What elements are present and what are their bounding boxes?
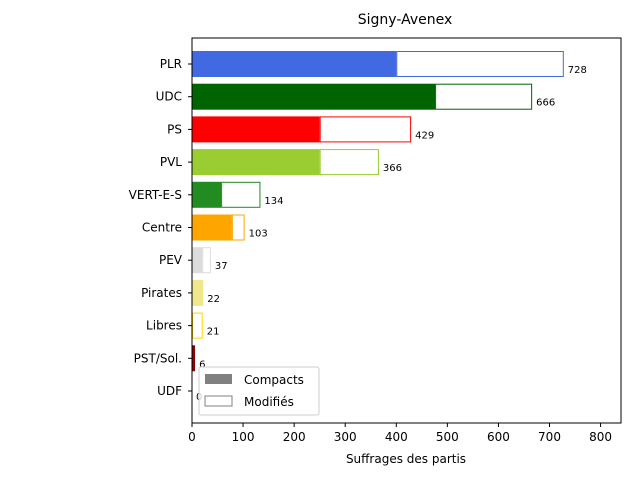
bar-modifies-centre [231, 214, 245, 241]
value-label-plr: 728 [568, 65, 587, 76]
category-label-pirates: Pirates [141, 286, 182, 300]
value-label-pev: 37 [215, 261, 228, 272]
x-tick-label-400: 400 [385, 430, 408, 444]
x-tick-label-100: 100 [232, 430, 255, 444]
x-axis: 0 100 200 300 400 500 600 700 800 [188, 63, 612, 444]
x-tick-label-800: 800 [589, 430, 612, 444]
bar-compacts-pst-sol [192, 345, 194, 372]
legend: Compacts Modifiés [198, 366, 320, 416]
value-label-udc: 666 [536, 98, 555, 109]
bar-modifies-pvl [319, 149, 379, 176]
value-label-centre: 103 [249, 229, 268, 240]
x-tick-label-300: 300 [334, 430, 357, 444]
bar-modifies-vert-e-s [221, 181, 261, 208]
value-label-pirates: 22 [207, 294, 220, 305]
value-label-vert-e-s: 134 [264, 196, 283, 207]
legend-label-modifies: Modifiés [244, 395, 294, 409]
x-tick-label-200: 200 [283, 430, 306, 444]
bar-modifies-libres [192, 312, 203, 339]
bar-compacts-pirates [192, 279, 204, 306]
category-label-pvl: PVL [160, 155, 182, 169]
bar-modifies-pst-sol [193, 345, 196, 372]
legend-swatch-compacts [205, 374, 232, 384]
category-label-ps: PS [167, 122, 182, 136]
x-tick-label-700: 700 [538, 430, 561, 444]
legend-swatch-modifies [204, 395, 233, 407]
bar-compacts-centre [192, 214, 232, 241]
bar-compacts-plr [192, 51, 397, 77]
plot-frame [191, 37, 622, 424]
value-label-ps: 429 [415, 130, 434, 141]
category-label-udf: UDF [157, 384, 182, 398]
category-label-udc: UDC [156, 90, 182, 104]
value-label-pst-sol: 6 [199, 359, 205, 370]
category-label-centre: Centre [142, 221, 182, 235]
x-tick-label-600: 600 [487, 430, 510, 444]
bars-layer [192, 51, 564, 372]
x-tick-label-0: 0 [188, 430, 196, 444]
x-axis-label: Suffrages des partis [346, 452, 466, 466]
bar-modifies-plr [396, 51, 564, 77]
category-labels: PLR UDC PS PVL VERT-E-S Centre PEV Pirates Libre… [129, 57, 183, 398]
category-label-vert-e-s: VERT-E-S [129, 188, 182, 202]
value-label-pvl: 366 [383, 163, 402, 174]
bar-compacts-udc [192, 83, 436, 110]
bar-compacts-ps [192, 116, 320, 143]
bar-compacts-vert-e-s [192, 181, 222, 208]
bar-modifies-ps [319, 116, 412, 143]
legend-label-compacts: Compacts [244, 373, 304, 387]
category-label-pst-sol: PST/Sol. [134, 351, 182, 365]
category-label-plr: PLR [160, 57, 182, 71]
bar-compacts-pev [192, 247, 203, 274]
bar-compacts-pvl [192, 149, 320, 176]
bar-modifies-pev [202, 247, 211, 274]
category-label-libres: Libres [146, 319, 182, 333]
value-label-libres: 21 [207, 327, 220, 338]
bar-modifies-udc [435, 83, 533, 110]
category-label-pev: PEV [159, 253, 183, 267]
x-tick-label-500: 500 [436, 430, 459, 444]
chart-title: Signy-Avenex [358, 12, 453, 28]
